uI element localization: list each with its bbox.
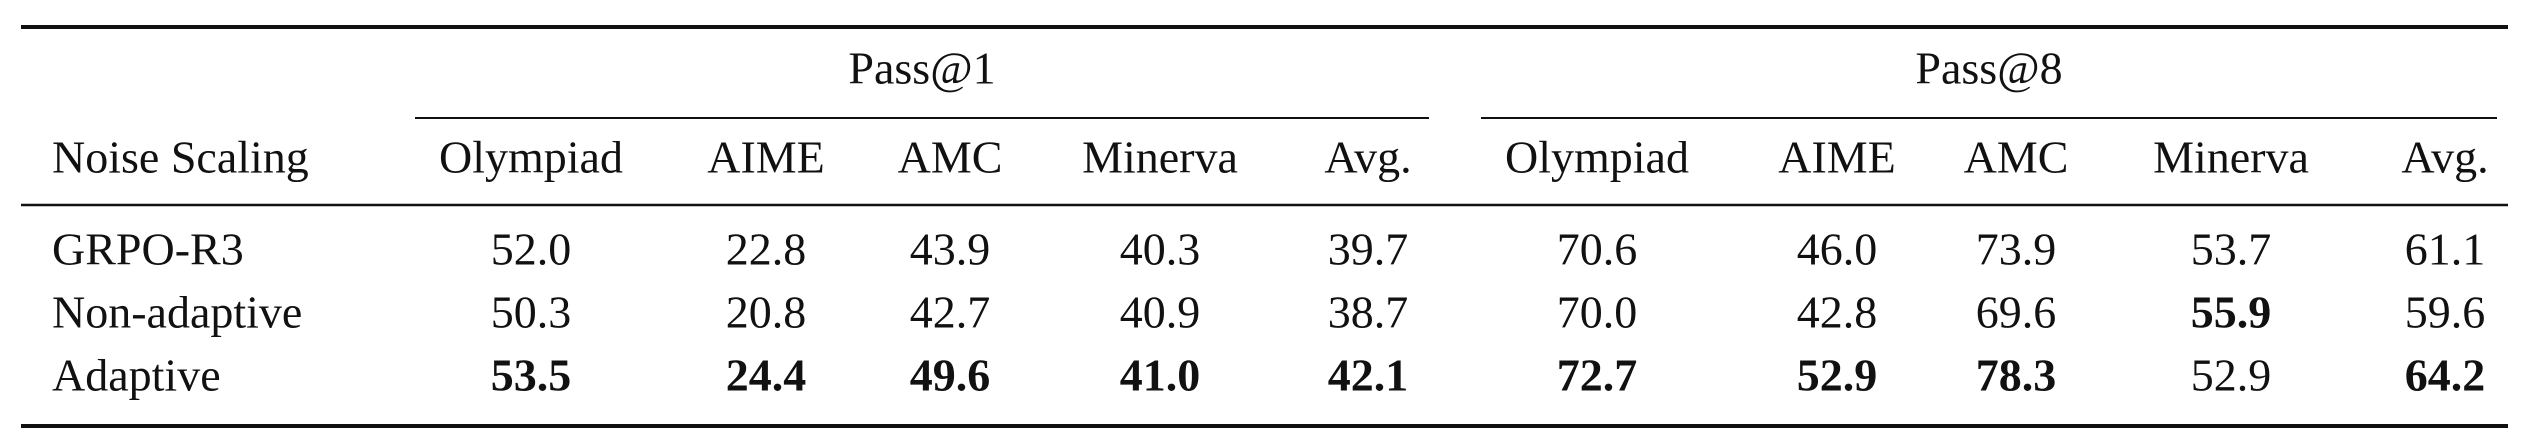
cell: 70.0 xyxy=(1557,287,1638,338)
cell: 73.9 xyxy=(1976,224,2057,275)
column-header: AMC xyxy=(1964,132,2069,183)
row-label: Adaptive xyxy=(52,350,221,401)
cell: 52.9 xyxy=(2191,350,2272,401)
column-header: Minerva xyxy=(1082,132,1238,183)
cell: 70.6 xyxy=(1557,224,1638,275)
cell: 64.2 xyxy=(2405,350,2486,401)
cell: 24.4 xyxy=(726,350,807,401)
group-header: Pass@1 xyxy=(848,43,995,94)
group-header: Pass@8 xyxy=(1915,43,2062,94)
cell: 72.7 xyxy=(1557,350,1638,401)
column-header: Avg. xyxy=(2401,132,2488,183)
column-header: Olympiad xyxy=(439,132,623,183)
cell: 40.3 xyxy=(1120,224,1201,275)
cell: 52.9 xyxy=(1797,350,1878,401)
column-header: Minerva xyxy=(2153,132,2309,183)
cell: 40.9 xyxy=(1120,287,1201,338)
cell: 78.3 xyxy=(1976,350,2057,401)
cell: 53.5 xyxy=(491,350,572,401)
cell: 39.7 xyxy=(1328,224,1409,275)
cell: 22.8 xyxy=(726,224,807,275)
row-label: Non-adaptive xyxy=(52,287,302,338)
cell: 43.9 xyxy=(910,224,991,275)
cell: 38.7 xyxy=(1328,287,1409,338)
cell: 41.0 xyxy=(1120,350,1201,401)
column-header: AIME xyxy=(707,132,825,183)
cell: 59.6 xyxy=(2405,287,2486,338)
column-header: Noise Scaling xyxy=(52,132,309,183)
cell: 61.1 xyxy=(2405,224,2486,275)
cell: 49.6 xyxy=(910,350,991,401)
cell: 46.0 xyxy=(1797,224,1878,275)
cell: 20.8 xyxy=(726,287,807,338)
column-header: AIME xyxy=(1778,132,1896,183)
row-label: GRPO-R3 xyxy=(52,224,244,275)
cell: 69.6 xyxy=(1976,287,2057,338)
cell: 42.1 xyxy=(1328,350,1409,401)
column-header: Avg. xyxy=(1324,132,1411,183)
column-header: Olympiad xyxy=(1505,132,1689,183)
column-header: AMC xyxy=(898,132,1003,183)
cell: 42.7 xyxy=(910,287,991,338)
cell: 52.0 xyxy=(491,224,572,275)
cell: 42.8 xyxy=(1797,287,1878,338)
cell: 53.7 xyxy=(2191,224,2272,275)
cell: 55.9 xyxy=(2191,287,2272,338)
cell: 50.3 xyxy=(491,287,572,338)
